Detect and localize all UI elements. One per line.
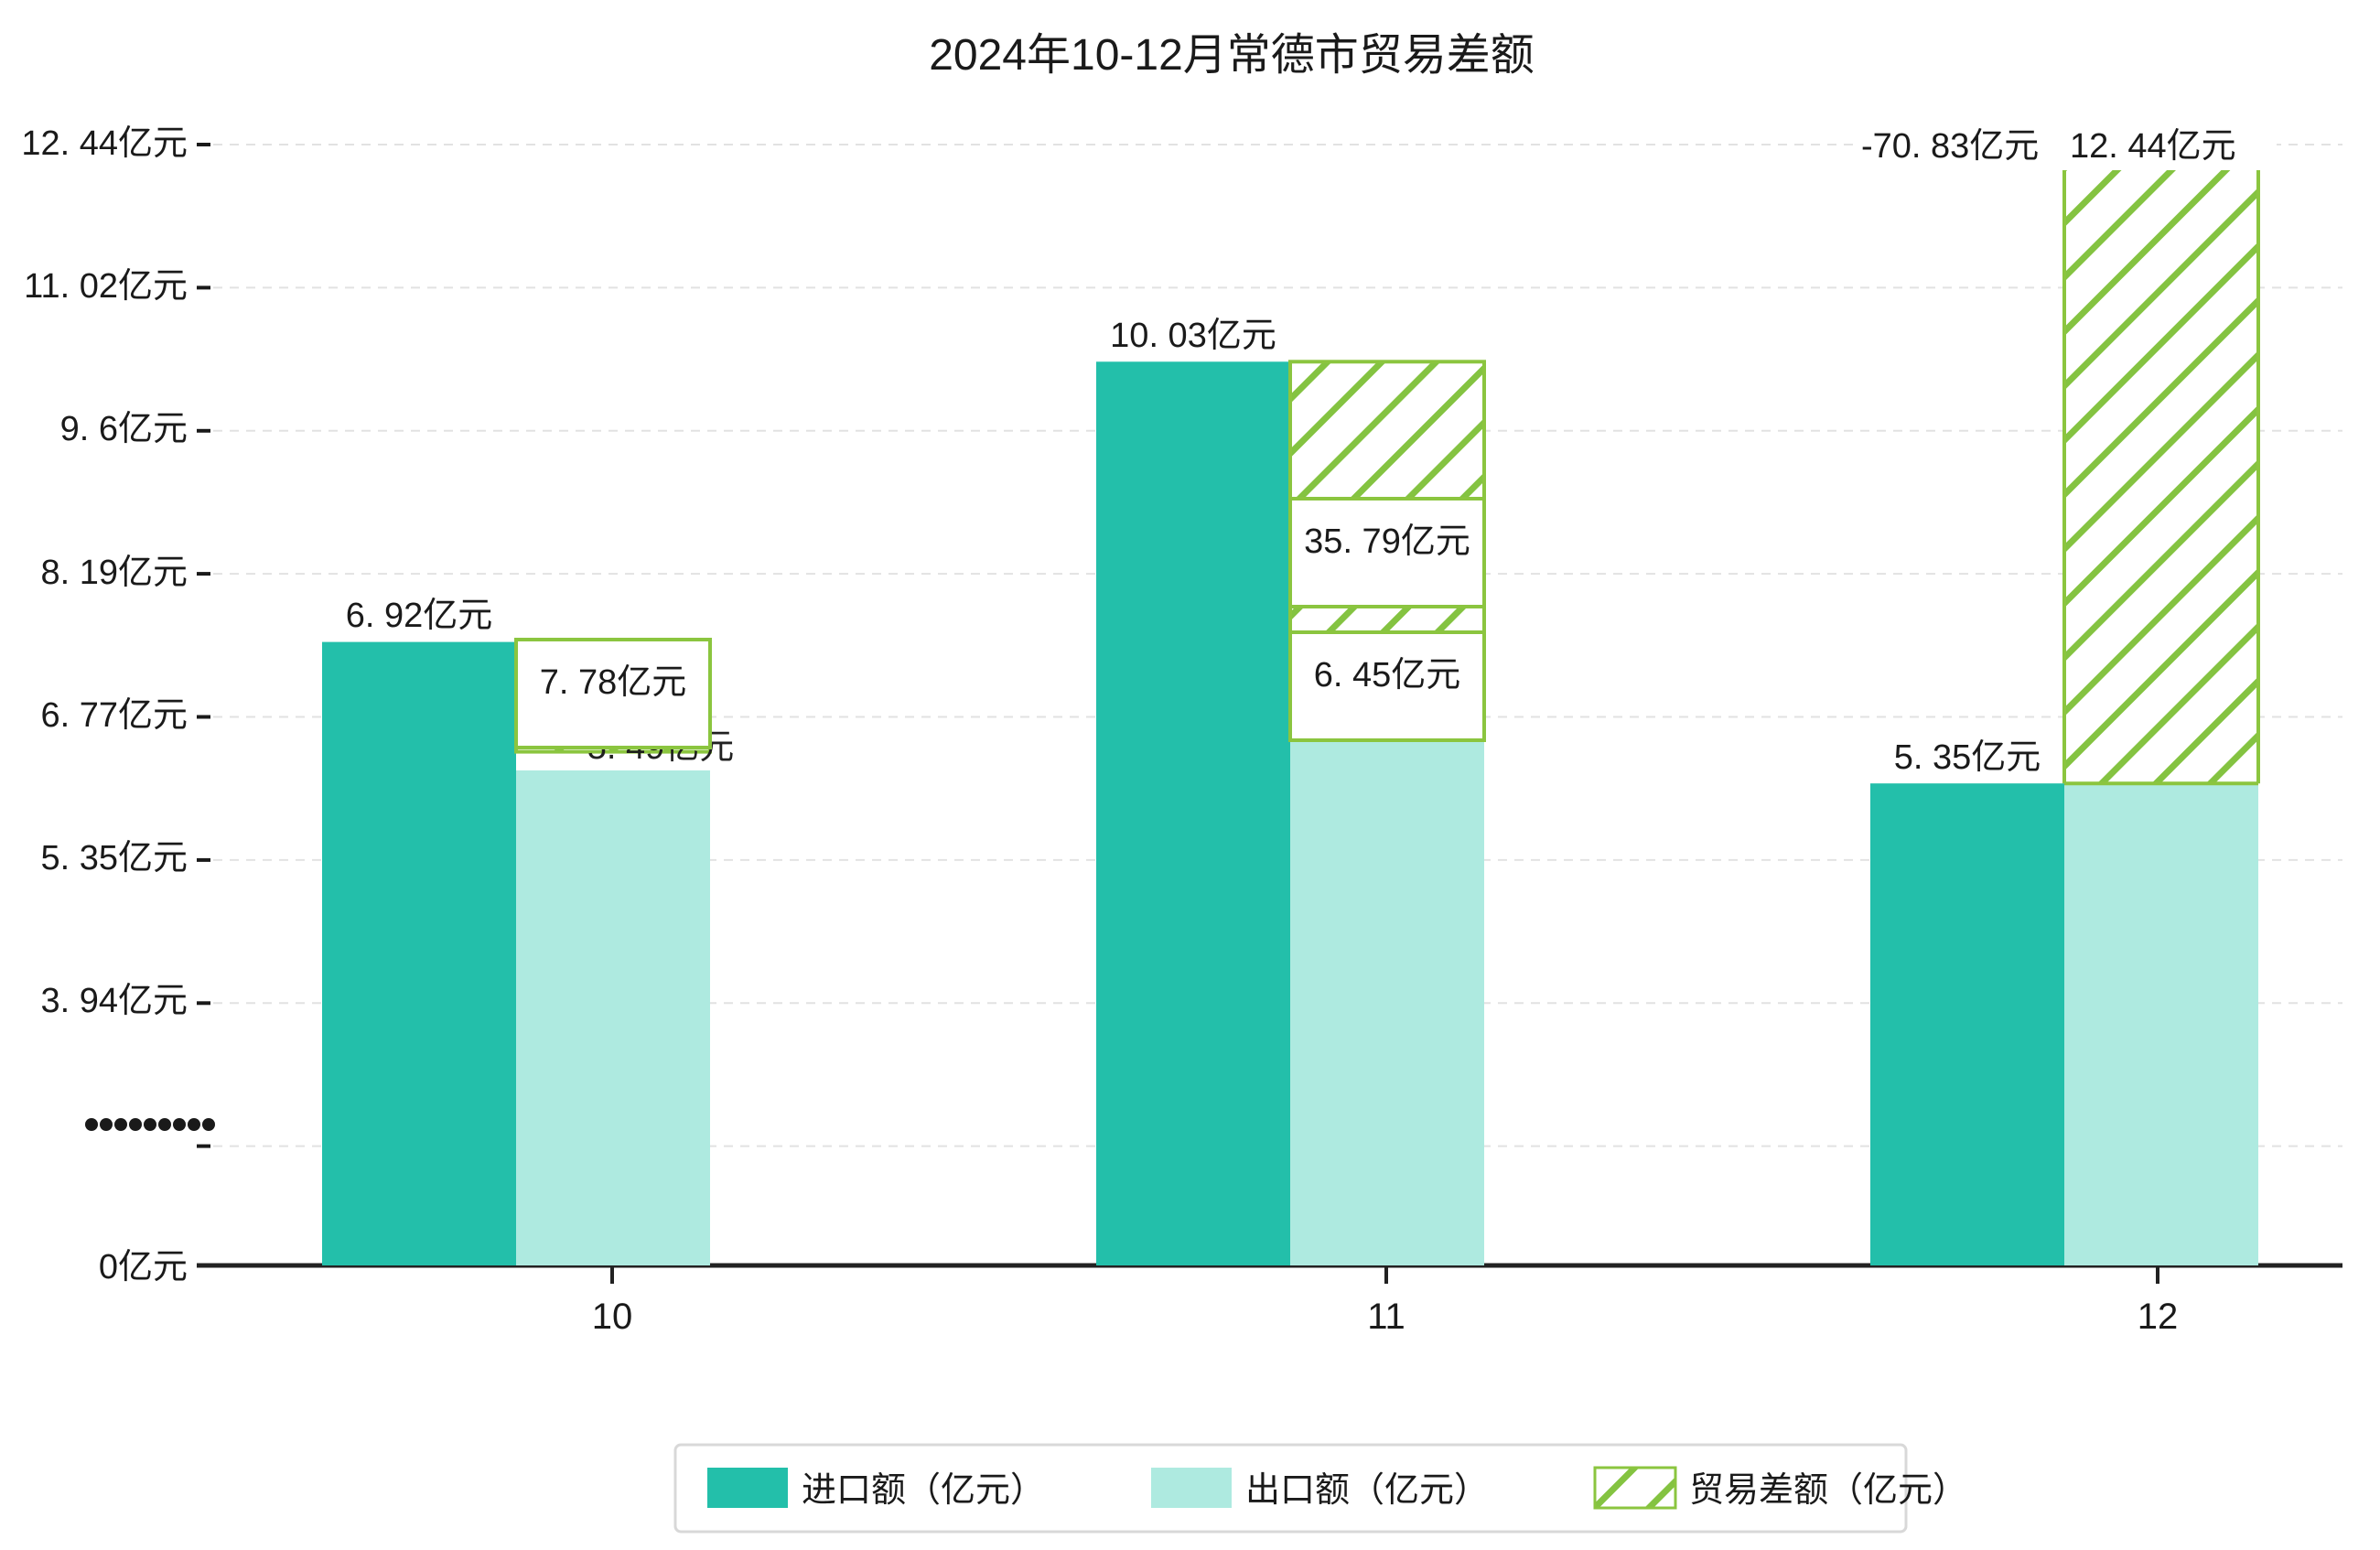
svg-text:12. 44亿元: 12. 44亿元	[2070, 127, 2236, 166]
svg-text:35. 79亿元: 35. 79亿元	[1304, 522, 1470, 561]
svg-text:8. 19亿元: 8. 19亿元	[40, 554, 188, 592]
svg-text:12: 12	[2138, 1297, 2179, 1337]
svg-text:3. 94亿元: 3. 94亿元	[40, 982, 188, 1020]
svg-text:9. 6亿元: 9. 6亿元	[60, 410, 188, 448]
svg-text:7. 78亿元: 7. 78亿元	[540, 663, 687, 702]
svg-text:进口额（亿元）: 进口额（亿元）	[802, 1471, 1045, 1510]
svg-text:6. 92亿元: 6. 92亿元	[346, 597, 493, 635]
svg-text:10: 10	[592, 1297, 633, 1337]
svg-text:0亿元: 0亿元	[99, 1248, 188, 1286]
svg-text:11. 02亿元: 11. 02亿元	[24, 267, 188, 306]
svg-text:6. 77亿元: 6. 77亿元	[40, 696, 188, 735]
svg-text:出口额（亿元）: 出口额（亿元）	[1245, 1471, 1489, 1510]
svg-text:12. 44亿元: 12. 44亿元	[21, 124, 188, 163]
svg-text:5. 35亿元: 5. 35亿元	[1894, 738, 2041, 777]
svg-text:11: 11	[1367, 1297, 1405, 1337]
svg-text:2024年10-12月常德市贸易差额: 2024年10-12月常德市贸易差额	[929, 31, 1535, 80]
svg-text:贸易差额（亿元）: 贸易差额（亿元）	[1689, 1471, 1967, 1510]
svg-text:10. 03亿元: 10. 03亿元	[1110, 317, 1276, 355]
svg-text:-70. 83亿元: -70. 83亿元	[1861, 127, 2039, 166]
svg-text:6. 45亿元: 6. 45亿元	[1314, 656, 1461, 694]
svg-text:5. 35亿元: 5. 35亿元	[40, 839, 188, 877]
